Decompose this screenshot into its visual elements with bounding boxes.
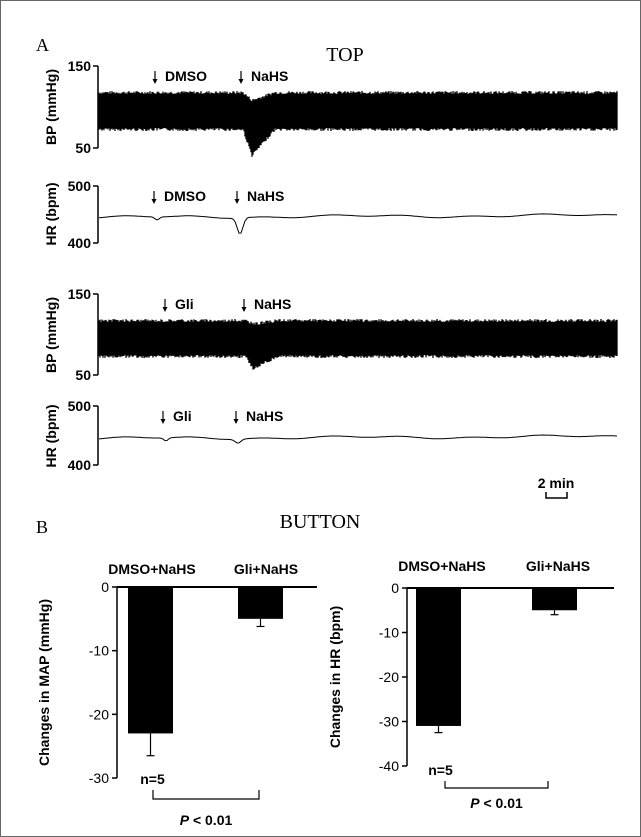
bp-trace — [98, 91, 618, 157]
significance-value: < 0.01 — [189, 812, 232, 828]
scale-bar-label: 2 min — [538, 475, 575, 491]
significance-bracket — [444, 781, 549, 789]
bar — [416, 588, 461, 726]
marker-label: NaHS — [247, 188, 284, 204]
significance-label: P < 0.01 — [180, 812, 233, 828]
bar-chart-2: 0 -10 -20 -30 -40 Changes in HR (bpm) DMSO+NaH… — [327, 558, 614, 811]
significance-p: P — [180, 812, 190, 828]
trace-hr1: 500 400 HR (bpm) DMSO NaHS — [43, 178, 618, 251]
trace-tick-label: 50 — [75, 367, 91, 383]
marker-label: Gli — [173, 408, 192, 424]
trace-ylabel: HR (bpm) — [43, 405, 59, 468]
panel-b-letter: B — [36, 517, 48, 537]
hr-trace — [98, 213, 618, 234]
n-label: n=6 — [250, 598, 275, 614]
trace-ylabel: BP (mmHg) — [43, 297, 59, 373]
trace-tick-label: 400 — [68, 457, 92, 473]
trace-tick-label: 150 — [68, 286, 92, 302]
bar-category-label: DMSO+NaHS — [398, 558, 486, 574]
trace-tick-label: 150 — [68, 58, 92, 74]
n-label: n=6 — [544, 590, 569, 606]
marker-label: NaHS — [251, 68, 288, 84]
significance-value: < 0.01 — [480, 795, 523, 811]
trace-tick-label: 500 — [68, 398, 92, 414]
marker-label: NaHS — [254, 296, 291, 312]
trace-ylabel: HR (bpm) — [43, 183, 59, 246]
bar-y-tick-label: 0 — [101, 579, 109, 595]
bar-category-label: Gli+NaHS — [526, 558, 590, 574]
bar-y-tick-label: -20 — [89, 706, 109, 722]
traces-group: 150 50 BP (mmHg) DMSO NaHS 500 400 HR (bpm) DMSO… — [43, 58, 618, 473]
marker-label: DMSO — [164, 188, 206, 204]
trace-bp2: 150 50 BP (mmHg) Gli NaHS — [43, 286, 618, 383]
marker-arrow-head — [152, 79, 158, 84]
scale-bar: 2 min — [538, 475, 575, 499]
panel-b-title: BUTTON — [280, 511, 361, 533]
bar-y-tick-label: 0 — [391, 580, 399, 596]
marker-arrow-head — [160, 419, 166, 424]
marker-label: Gli — [175, 296, 194, 312]
scale-bar-line — [545, 492, 568, 499]
marker-arrow-head — [151, 199, 157, 204]
bar — [532, 588, 577, 611]
trace-bp1: 150 50 BP (mmHg) DMSO NaHS — [43, 58, 618, 157]
n-label: n=5 — [428, 762, 453, 778]
panel-a-letter: A — [36, 35, 49, 55]
significance-p: P — [470, 795, 480, 811]
bar-ylabel: Changes in HR (bpm) — [327, 606, 343, 748]
bar-y-tick-label: -40 — [379, 758, 399, 774]
significance-label: P < 0.01 — [470, 795, 523, 811]
n-label: n=5 — [140, 771, 165, 787]
marker-label: NaHS — [246, 408, 283, 424]
bar-y-tick-label: -30 — [379, 714, 399, 730]
bp-trace — [98, 319, 618, 370]
marker-arrow-head — [233, 419, 239, 424]
trace-ylabel: BP (mmHg) — [43, 69, 59, 145]
marker-arrow-head — [241, 307, 247, 312]
significance-bracket — [152, 790, 260, 800]
bar — [238, 587, 283, 619]
bar-charts-group: 0 -10 -20 -30 Changes in MAP (mmHg) DMSO+NaHS… — [36, 558, 614, 828]
bar-category-label: DMSO+NaHS — [108, 561, 196, 577]
bar-chart-1: 0 -10 -20 -30 Changes in MAP (mmHg) DMSO+NaHS… — [36, 561, 317, 828]
bar-y-tick-label: -10 — [379, 625, 399, 641]
trace-tick-label: 500 — [68, 178, 92, 194]
bar — [128, 587, 173, 734]
trace-tick-label: 400 — [68, 235, 92, 251]
bar-category-label: Gli+NaHS — [234, 561, 298, 577]
bar-y-tick-label: -10 — [89, 643, 109, 659]
bar-y-tick-label: -30 — [89, 770, 109, 786]
hr-trace — [98, 434, 618, 444]
trace-tick-label: 50 — [75, 140, 91, 156]
marker-arrow-head — [234, 199, 240, 204]
bar-y-tick-label: -20 — [379, 669, 399, 685]
marker-label: DMSO — [165, 68, 207, 84]
panel-a-title: TOP — [326, 44, 363, 66]
marker-arrow-head — [238, 79, 244, 84]
bar-ylabel: Changes in MAP (mmHg) — [36, 599, 52, 766]
marker-arrow-head — [162, 307, 168, 312]
trace-hr2: 500 400 HR (bpm) Gli NaHS — [43, 398, 618, 473]
